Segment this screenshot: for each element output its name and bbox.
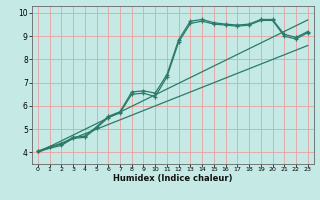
X-axis label: Humidex (Indice chaleur): Humidex (Indice chaleur)	[113, 174, 233, 183]
